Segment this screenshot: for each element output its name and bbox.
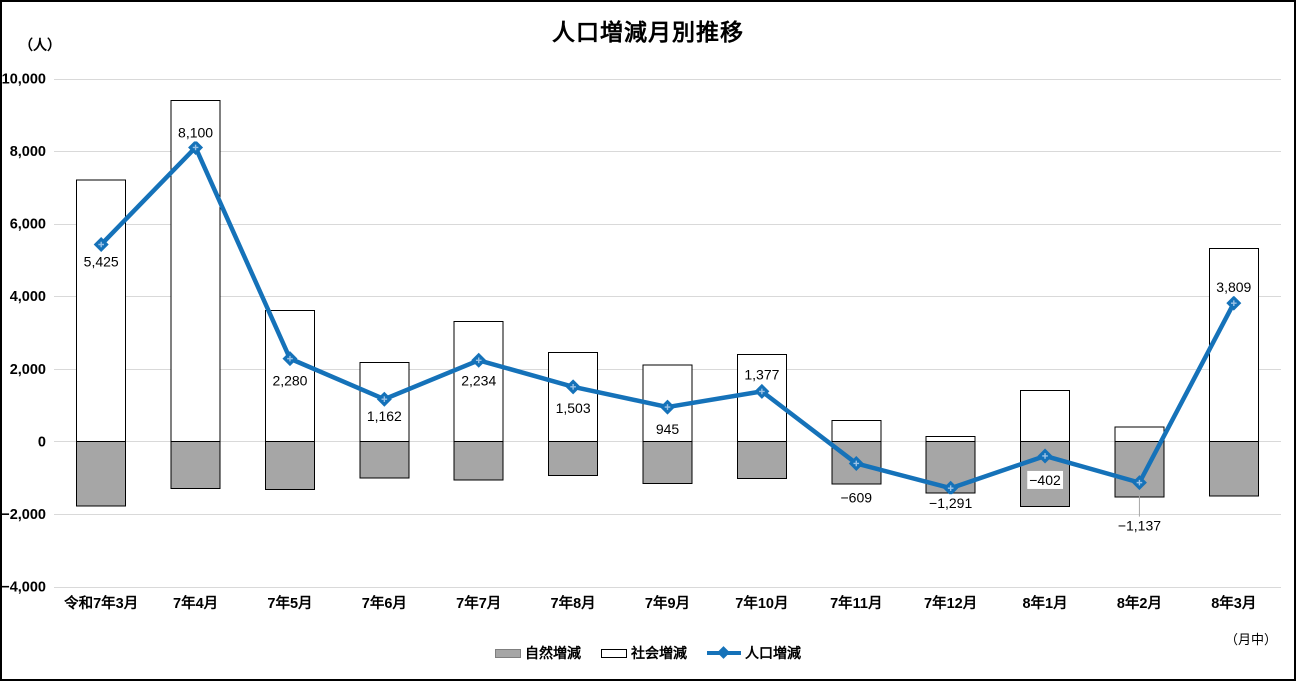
line-marker-inner-cross — [381, 396, 388, 402]
y-tick-label: −4,000 — [2, 580, 46, 596]
data-label: 1,162 — [367, 408, 402, 424]
data-label: 1,503 — [556, 400, 591, 416]
data-label: −609 — [840, 489, 872, 505]
x-tick-label: 7年4月 — [173, 594, 218, 612]
data-label-background — [653, 420, 682, 439]
x-tick-label: 7年5月 — [267, 594, 312, 612]
legend-item-bar-natural: 自然増減 — [495, 646, 581, 660]
line-marker-inner-cross — [1042, 453, 1048, 459]
legend-label: 人口増減 — [745, 645, 801, 661]
bar-social — [548, 351, 599, 442]
data-label: 2,234 — [461, 372, 496, 388]
x-tick-label: 7年9月 — [645, 594, 690, 612]
x-tick-label: 7年8月 — [551, 594, 596, 612]
x-tick-label: 令和7年3月 — [64, 594, 138, 612]
chart-title: 人口増減月別推移 — [552, 19, 744, 45]
data-label-background — [364, 407, 405, 426]
chart-legend: 自然増減 社会増減 人口増減 — [2, 646, 1294, 660]
line-marker-inner-cross — [1231, 300, 1237, 306]
data-label: 8,100 — [178, 124, 213, 140]
line-marker-inner-cross — [1136, 479, 1143, 486]
x-tick-label: 7年10月 — [735, 594, 788, 612]
data-label-background — [742, 365, 782, 384]
data-label: −402 — [1029, 472, 1061, 488]
data-label: −1,137 — [1118, 518, 1161, 534]
y-tick-label: 6,000 — [10, 217, 46, 233]
y-tick-label: 2,000 — [10, 362, 46, 378]
x-tick-label: 8年1月 — [1022, 594, 1067, 612]
legend-social-swatch — [601, 648, 627, 658]
data-label-background — [81, 252, 121, 271]
data-label-background — [176, 123, 216, 142]
legend-item-bar-social: 社会増減 — [601, 646, 687, 660]
data-label-background — [270, 371, 310, 390]
legend-label: 社会増減 — [631, 645, 687, 661]
bar-social — [1208, 247, 1259, 442]
legend-line-swatch — [707, 646, 741, 660]
bar-social — [1114, 426, 1165, 442]
bar-social — [831, 420, 882, 442]
y-tick-label: 4,000 — [10, 289, 46, 305]
data-label-background — [1027, 470, 1064, 489]
line-marker-inner-cross — [192, 144, 199, 151]
data-label-background — [553, 398, 593, 417]
bar-natural — [170, 440, 221, 490]
line-marker-inner-cross — [287, 355, 293, 362]
x-axis-note: （月中） — [1224, 632, 1277, 647]
bar-natural — [736, 440, 787, 479]
bar-natural — [264, 440, 315, 490]
legend-natural-swatch — [495, 648, 521, 658]
bar-natural — [548, 440, 599, 477]
y-tick-label: 0 — [38, 434, 46, 450]
bar-social — [925, 436, 976, 442]
bar-social — [170, 99, 221, 442]
line-marker-inner-cross — [664, 404, 671, 410]
x-tick-label: 8年3月 — [1211, 594, 1256, 612]
data-label-background — [459, 371, 499, 390]
x-tick-label: 7年12月 — [924, 594, 977, 612]
y-tick-label: −2,000 — [2, 507, 46, 523]
line-marker-inner-cross — [98, 241, 104, 248]
data-label: 1,377 — [744, 366, 779, 382]
legend-item-line: 人口増減 — [707, 646, 801, 660]
x-tick-label: 7年11月 — [830, 594, 882, 612]
data-label-background — [1115, 516, 1164, 535]
bar-natural — [76, 440, 127, 507]
data-label: 3,809 — [1216, 279, 1251, 295]
bar-natural — [359, 440, 410, 479]
line-marker-inner-cross — [570, 384, 576, 390]
bar-social — [76, 179, 127, 442]
data-label: 2,280 — [272, 373, 307, 389]
bar-natural — [453, 440, 504, 481]
data-label: 945 — [656, 421, 680, 437]
y-tick-label: 8,000 — [10, 144, 46, 160]
line-marker-inner-cross — [475, 357, 482, 364]
data-label-background — [927, 494, 975, 513]
data-label: −1,291 — [929, 495, 972, 511]
x-tick-label: 8年2月 — [1117, 594, 1162, 612]
line-marker-inner-cross — [759, 388, 765, 395]
bar-natural — [1208, 440, 1259, 497]
line-marker-inner-cross — [853, 460, 860, 467]
y-axis-unit-label: （人） — [19, 37, 61, 53]
line-marker-inner-cross — [947, 485, 954, 492]
y-tick-label: 10,000 — [2, 72, 46, 88]
x-tick-label: 7年6月 — [362, 594, 407, 612]
x-tick-label: 7年7月 — [456, 594, 501, 612]
data-label-background — [1214, 278, 1254, 297]
bar-social — [1020, 390, 1071, 442]
legend-label: 自然増減 — [525, 645, 581, 661]
bar-natural — [642, 440, 693, 484]
data-label-background — [838, 488, 875, 507]
data-label: 5,425 — [84, 254, 119, 270]
